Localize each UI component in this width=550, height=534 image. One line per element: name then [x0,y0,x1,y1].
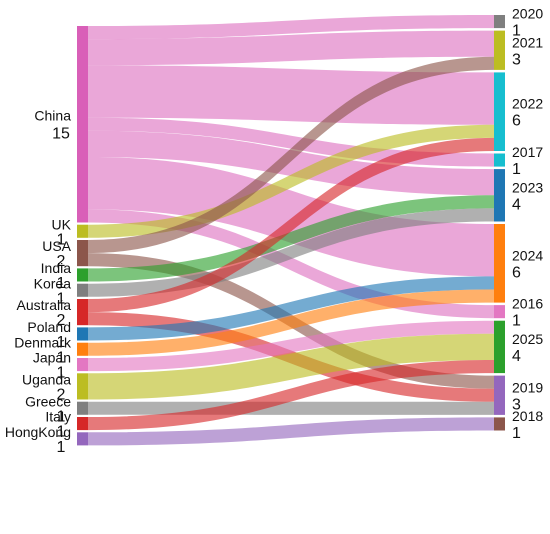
flow-china-to-2024 [88,157,494,277]
source-value-australia: 2 [57,312,66,329]
target-node-2023 [494,169,505,222]
flow-china-to-2021 [88,30,494,66]
source-value-korea: 1 [57,290,66,307]
flow-poland-to-2024 [88,276,494,341]
label-layer: China15UK1USA2India1Korea1Australia2Pola… [5,6,544,456]
target-node-2022 [494,72,505,151]
source-node-japan [77,358,88,372]
source-node-uk [77,224,88,238]
target-label-2018: 2018 [512,408,543,424]
flow-hongkong-to-2018 [88,417,494,446]
node-layer [77,15,505,446]
source-value-greece: 1 [57,408,66,425]
source-label-australia: Australia [17,297,72,313]
target-label-2020: 2020 [512,6,543,22]
source-node-denmark [77,342,88,356]
flow-japan-to-2025 [88,320,494,372]
target-value-2020: 1 [512,23,521,40]
target-node-2019 [494,375,505,415]
source-node-usa [77,240,88,267]
target-node-2020 [494,15,505,29]
flow-uganda-to-2025 [88,333,494,400]
source-value-china: 15 [52,125,70,142]
target-node-2025 [494,320,505,374]
flow-italy-to-2025 [88,360,494,431]
target-node-2021 [494,30,505,70]
source-node-greece [77,401,88,415]
source-node-hongkong [77,432,88,446]
source-label-india: India [41,260,72,276]
source-node-korea [77,283,88,297]
source-node-india [77,268,88,282]
target-value-2024: 6 [512,264,521,281]
flow-india-to-2023 [88,195,494,282]
target-value-2016: 1 [512,313,521,330]
target-label-2024: 2024 [512,247,543,263]
source-node-australia [77,299,88,326]
flow-china-to-2016 [88,209,494,319]
flow-denmark-to-2024 [88,289,494,356]
source-value-hongkong: 1 [57,439,66,456]
source-label-japan: Japan [33,350,71,366]
target-node-2018 [494,417,505,431]
source-label-uk: UK [52,216,72,232]
flow-greece-to-2019 [88,401,494,415]
source-value-uganda: 2 [57,386,66,403]
target-node-2016 [494,305,505,319]
flow-uk-to-2022 [88,124,494,238]
source-label-greece: Greece [25,393,71,409]
target-value-2018: 1 [512,425,521,442]
source-value-denmark: 1 [57,349,66,366]
target-node-2024 [494,224,505,303]
source-label-uganda: Uganda [22,371,71,387]
source-label-usa: USA [42,238,71,254]
flow-australia-to-2022 [88,137,494,313]
source-label-italy: Italy [45,409,71,425]
target-value-2021: 3 [512,51,521,68]
source-node-italy [77,417,88,431]
source-label-china: China [34,107,71,123]
flow-korea-to-2023 [88,208,494,297]
source-value-uk: 1 [57,231,66,248]
target-value-2022: 6 [512,113,521,130]
source-value-italy: 1 [57,424,66,441]
source-node-china [77,26,88,223]
target-label-2016: 2016 [512,296,543,312]
flow-china-to-2017 [88,117,494,167]
target-node-2017 [494,153,505,167]
flow-layer [88,15,494,446]
target-value-2019: 3 [512,396,521,413]
source-label-korea: Korea [34,275,72,291]
source-label-poland: Poland [27,319,71,335]
source-value-poland: 1 [57,334,66,351]
target-value-2023: 4 [512,196,521,213]
target-label-2025: 2025 [512,331,543,347]
target-label-2021: 2021 [512,34,543,50]
flow-usa-to-2021 [88,56,494,254]
flow-china-to-2023 [88,130,494,196]
target-value-2025: 4 [512,348,521,365]
source-label-hongkong: HongKong [5,424,71,440]
source-value-usa: 2 [57,253,66,270]
source-label-denmark: Denmark [14,334,72,350]
flow-china-to-2020 [88,15,494,40]
target-label-2022: 2022 [512,96,543,112]
source-value-india: 1 [57,275,66,292]
target-label-2023: 2023 [512,179,543,195]
target-value-2017: 1 [512,161,521,178]
source-node-poland [77,327,88,341]
source-value-japan: 1 [57,365,66,382]
target-label-2017: 2017 [512,144,543,160]
target-label-2019: 2019 [512,379,543,395]
source-node-uganda [77,373,88,400]
